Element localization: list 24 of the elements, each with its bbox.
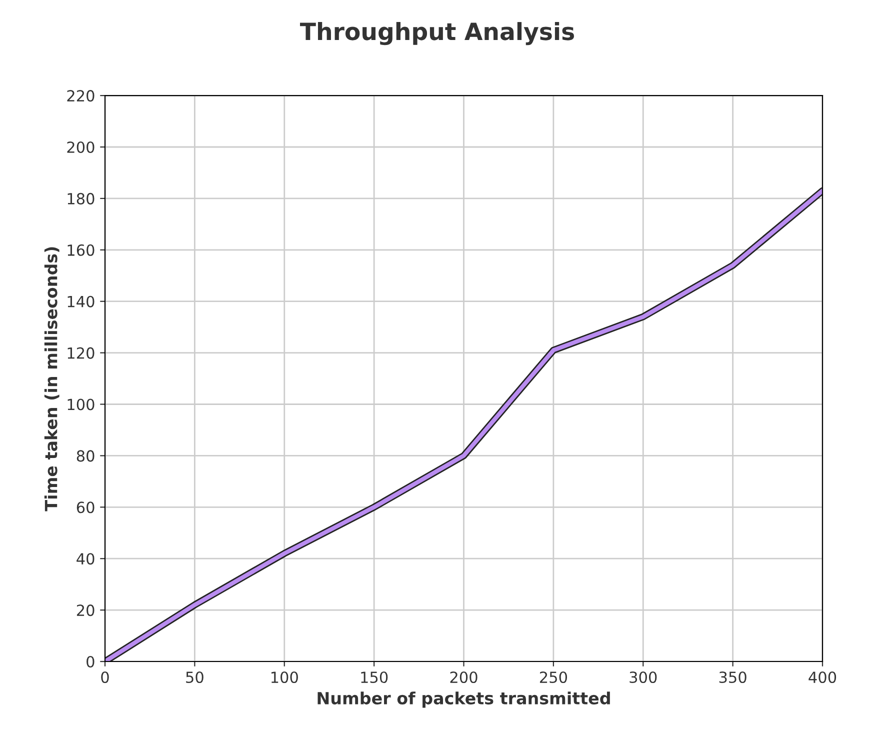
y-tick-label: 60	[76, 502, 94, 514]
x-tick-label: 50	[186, 671, 204, 684]
y-tick-label: 100	[68, 398, 94, 410]
x-tick-label: 150	[361, 671, 388, 684]
y-tick-label: 0	[86, 656, 94, 668]
y-tick-label: 20	[76, 604, 94, 616]
chart-title: Throughput Analysis	[300, 22, 574, 46]
y-tick-label: 180	[68, 192, 94, 204]
x-tick-label: 300	[630, 671, 657, 684]
x-tick-label: 400	[808, 671, 836, 684]
y-tick-label: 200	[67, 141, 94, 154]
x-tick-label: 200	[450, 671, 478, 684]
y-tick-label: 140	[68, 296, 94, 308]
x-tick-label: 350	[719, 671, 746, 684]
x-tick-label: 100	[271, 671, 298, 684]
x-tick-label: 0	[101, 671, 109, 684]
y-tick-label: 40	[76, 553, 94, 565]
x-axis-title: Number of packets transmitted	[318, 692, 610, 708]
y-axis-title: Time taken (in milliseconds)	[44, 247, 60, 512]
y-tick-label: 80	[76, 450, 94, 462]
y-tick-label: 120	[68, 347, 94, 359]
y-tick-label: 220	[67, 90, 94, 102]
y-tick-label: 160	[68, 244, 94, 256]
x-tick-label: 250	[540, 671, 568, 684]
